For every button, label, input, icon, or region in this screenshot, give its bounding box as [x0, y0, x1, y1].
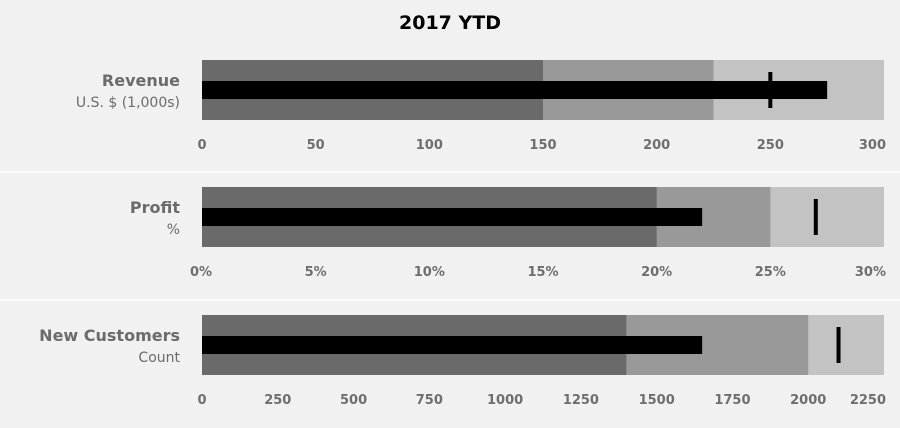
bullet-1-tick-label: 150 — [529, 138, 556, 153]
bullet-1-target-marker — [768, 72, 773, 108]
bullet-2-tick-label: 25% — [755, 265, 786, 280]
bullet-1-tick-label: 250 — [757, 138, 784, 153]
bullet-3-target-marker — [836, 327, 841, 363]
bullet-1-tick-label: 50 — [307, 138, 325, 153]
bullet-3-tick-label: 750 — [416, 393, 443, 408]
bullet-3-tick-label: 250 — [264, 393, 291, 408]
bullet-2-target-marker — [813, 199, 818, 235]
bullet-1-title: Revenue — [102, 71, 180, 90]
bullet-3-title: New Customers — [39, 326, 180, 345]
bullet-2-tick-label: 10% — [414, 265, 445, 280]
bullet-2-tick-label: 20% — [641, 265, 672, 280]
bullet-3-subtitle: Count — [138, 350, 180, 366]
bullet-1-tick-label: 0 — [197, 138, 206, 153]
bullet-2-tick-label: 5% — [305, 265, 327, 280]
bullet-2-title: Profit — [130, 198, 180, 217]
bullet-2-tick-label: 30% — [855, 265, 886, 280]
bullet-3-tick-label: 1750 — [714, 393, 750, 408]
bullet-2-tick-label: 0% — [190, 265, 212, 280]
bullet-1-tick-label: 300 — [859, 138, 886, 153]
bullet-3-tick-label: 500 — [340, 393, 367, 408]
bullet-3-tick-label: 2250 — [850, 393, 886, 408]
bullet-1-tick-label: 100 — [416, 138, 443, 153]
bullet-3-tick-label: 2000 — [790, 393, 826, 408]
bullet-1-subtitle: U.S. $ (1,000s) — [76, 95, 180, 111]
bullet-2-subtitle: % — [167, 222, 180, 238]
bullet-3-tick-label: 1000 — [487, 393, 523, 408]
bullet-2-tick-label: 15% — [527, 265, 558, 280]
bullet-2-measure-bar — [202, 208, 703, 226]
bullet-3-tick-label: 1250 — [563, 393, 599, 408]
bullet-3-tick-label: 0 — [197, 393, 206, 408]
bullet-1-tick-label: 200 — [643, 138, 670, 153]
bullet-3-measure-bar — [202, 336, 703, 354]
chart-title: 2017 YTD — [399, 12, 501, 34]
bullet-1-measure-bar — [202, 81, 828, 99]
bullet-3-tick-label: 1500 — [639, 393, 675, 408]
